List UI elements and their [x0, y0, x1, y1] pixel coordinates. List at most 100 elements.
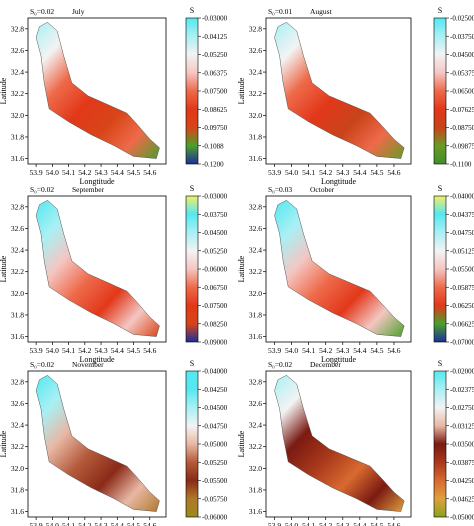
colorbar-tick-label: -0.07625: [450, 106, 474, 114]
y-tick-label: 31.8: [249, 310, 262, 319]
x-tick-label: 54.5: [127, 521, 140, 526]
x-tick-label: 54.0: [285, 168, 298, 177]
x-tick-label: 54.4: [353, 346, 366, 355]
y-tick-label: 32.0: [249, 464, 262, 473]
colorbar-tick-label: -0.04000: [450, 193, 474, 201]
panel-title: December: [310, 360, 341, 369]
x-tick-label: 54.3: [94, 168, 107, 177]
source-annotation: S₀=0.02: [30, 7, 54, 16]
colorbar-tick-label: -0.04500: [202, 404, 228, 412]
colorbar-tick-label: -0.06000: [202, 514, 228, 522]
panel-title: August: [310, 7, 333, 16]
y-tick-label: 32.0: [11, 111, 24, 120]
y-tick-label: 32.6: [249, 46, 262, 55]
colorbar-tick-label: -0.09750: [202, 124, 228, 132]
panel-july: 53.9 54.0 54.1 54.2 54.3 54.4 54.5 54.6 32.8 32.6…: [0, 6, 228, 186]
colorbar-tick-label: -0.05500: [450, 266, 474, 274]
y-tick-label: 32.2: [11, 442, 24, 451]
y-tick-label: 32.0: [249, 289, 262, 298]
y-tick-label: 32.6: [11, 224, 24, 233]
y-tick-label: 32.2: [11, 89, 24, 98]
colorbar-title: S: [190, 184, 194, 193]
colorbar-tick-label: -0.1100: [450, 161, 472, 169]
y-tick-label: 32.2: [11, 267, 24, 276]
x-tick-label: 54.3: [94, 346, 107, 355]
contour-region: [35, 21, 160, 159]
x-tick-label: 54.1: [62, 346, 75, 355]
y-tick-label: 31.6: [249, 507, 262, 516]
y-tick-label: 32.0: [11, 289, 24, 298]
source-annotation: S₀=0.02: [30, 360, 54, 369]
colorbar-tick-label: -0.03500: [450, 441, 474, 449]
colorbar-tick-label: -0.06250: [450, 302, 474, 310]
x-tick-label: 54.0: [285, 346, 298, 355]
y-tick-label: 32.6: [249, 399, 262, 408]
colorbar-tick-label: -0.04250: [450, 477, 474, 485]
colorbar-tick-label: -0.04625: [450, 495, 474, 503]
colorbar: [433, 17, 447, 165]
y-tick-label: 32.8: [11, 377, 24, 386]
colorbar-tick-label: -0.05500: [202, 477, 228, 485]
x-tick-label: 54.5: [370, 346, 383, 355]
source-annotation: S₀=0.02: [268, 360, 292, 369]
y-tick-label: 32.8: [249, 24, 262, 33]
x-tick-label: 54.4: [111, 521, 124, 526]
colorbar-tick-label: -0.05125: [450, 247, 474, 255]
y-axis-label: Latitude: [237, 77, 246, 104]
panel-october: 53.9 54.0 54.1 54.2 54.3 54.4 54.5 54.6 32.8 32.6…: [237, 184, 474, 364]
x-tick-label: 54.0: [285, 521, 298, 526]
y-tick-label: 32.6: [11, 399, 24, 408]
colorbar-tick-label: -0.04500: [450, 51, 474, 59]
y-tick-label: 32.0: [11, 464, 24, 473]
x-tick-label: 54.6: [143, 346, 156, 355]
colorbar-tick-label: -0.03000: [202, 15, 228, 23]
x-tick-label: 53.9: [268, 168, 281, 177]
y-tick-label: 31.8: [11, 485, 24, 494]
x-tick-label: 54.3: [336, 168, 349, 177]
colorbar-title: S: [438, 6, 442, 15]
x-tick-label: 54.4: [353, 168, 366, 177]
x-tick-label: 54.1: [302, 521, 315, 526]
source-annotation: S₀=0.03: [268, 185, 292, 194]
x-tick-label: 54.5: [370, 168, 383, 177]
y-tick-label: 31.6: [249, 332, 262, 341]
y-tick-label: 32.8: [249, 202, 262, 211]
x-tick-label: 54.3: [336, 346, 349, 355]
y-tick-label: 31.6: [11, 507, 24, 516]
colorbar-tick-label: -0.02375: [450, 386, 474, 394]
contour-region: [274, 22, 405, 159]
y-tick-label: 32.8: [11, 202, 24, 211]
y-tick-label: 32.4: [11, 246, 24, 255]
colorbar-tick-label: -0.06500: [450, 88, 474, 96]
colorbar: [185, 195, 199, 343]
colorbar-tick-label: -0.04375: [450, 211, 474, 219]
source-annotation: S₀=0.01: [268, 7, 292, 16]
colorbar-tick-label: -0.03875: [450, 459, 474, 467]
colorbar-tick-label: -0.04250: [202, 386, 228, 394]
panel-august: 53.9 54.0 54.1 54.2 54.3 54.4 54.5 54.6 32.8 32.6…: [237, 6, 474, 186]
x-tick-label: 54.4: [111, 346, 124, 355]
colorbar-tick-label: -0.02750: [450, 404, 474, 412]
contour-region: [274, 200, 405, 337]
x-tick-label: 54.2: [319, 168, 332, 177]
colorbar-tick-label: -0.02000: [450, 368, 474, 376]
colorbar-tick-label: -0.03750: [450, 33, 474, 41]
y-tick-label: 32.8: [249, 377, 262, 386]
y-tick-label: 31.6: [249, 154, 262, 163]
colorbar-tick-label: -0.05000: [202, 441, 228, 449]
y-tick-label: 31.8: [249, 485, 262, 494]
x-tick-label: 54.1: [302, 346, 315, 355]
y-tick-label: 32.2: [249, 442, 262, 451]
colorbar-tick-label: -0.05250: [202, 459, 228, 467]
colorbar-tick-label: -0.06375: [202, 69, 228, 77]
colorbar-tick-label: -0.09875: [450, 142, 474, 150]
y-tick-label: 32.4: [11, 68, 24, 77]
x-tick-label: 54.1: [62, 168, 75, 177]
contour-region: [35, 199, 160, 337]
colorbar-tick-label: -0.05250: [202, 247, 228, 255]
y-axis-label: Latitude: [0, 430, 8, 457]
x-axis-label: Longtitude: [321, 177, 357, 186]
colorbar: [433, 195, 447, 343]
y-tick-label: 32.0: [249, 111, 262, 120]
colorbar-tick-label: -0.07500: [202, 302, 228, 310]
